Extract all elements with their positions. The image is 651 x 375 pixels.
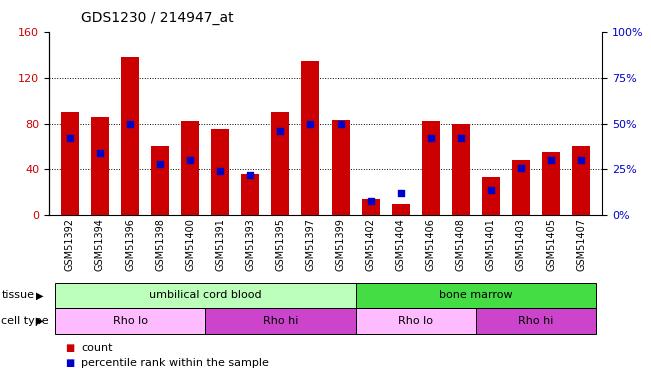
Text: umbilical cord blood: umbilical cord blood <box>149 291 262 300</box>
Bar <box>355 283 596 308</box>
Bar <box>482 177 500 215</box>
Bar <box>181 121 199 215</box>
Text: Rho lo: Rho lo <box>398 316 433 326</box>
Bar <box>422 121 440 215</box>
Point <box>426 135 436 141</box>
Bar <box>361 199 380 215</box>
Text: GDS1230 / 214947_at: GDS1230 / 214947_at <box>81 11 234 25</box>
Text: percentile rank within the sample: percentile rank within the sample <box>81 358 270 368</box>
Bar <box>301 60 320 215</box>
Bar <box>211 129 229 215</box>
Text: ■: ■ <box>65 343 74 352</box>
Text: Rho hi: Rho hi <box>263 316 298 326</box>
Point <box>456 135 466 141</box>
Point <box>155 161 165 167</box>
Text: ■: ■ <box>65 358 74 368</box>
Text: cell type: cell type <box>1 316 49 326</box>
Text: Rho lo: Rho lo <box>113 316 148 326</box>
Point <box>516 165 526 171</box>
Point <box>365 198 376 204</box>
Text: ▶: ▶ <box>36 291 44 300</box>
Bar <box>205 308 355 334</box>
Bar <box>476 308 596 334</box>
Bar <box>452 124 470 215</box>
Point <box>305 121 316 127</box>
Point <box>125 121 135 127</box>
Text: count: count <box>81 343 113 352</box>
Bar <box>55 308 205 334</box>
Point <box>395 190 406 196</box>
Bar <box>355 308 476 334</box>
Bar <box>572 147 590 215</box>
Bar <box>242 174 259 215</box>
Bar <box>331 120 350 215</box>
Bar <box>271 112 290 215</box>
Bar <box>542 152 560 215</box>
Point <box>486 187 496 193</box>
Bar <box>151 147 169 215</box>
Point <box>546 157 556 163</box>
Bar <box>392 204 409 215</box>
Bar <box>512 160 530 215</box>
Point <box>576 157 587 163</box>
Bar <box>121 57 139 215</box>
Point <box>215 168 225 174</box>
Bar <box>91 117 109 215</box>
Bar <box>55 283 355 308</box>
Point <box>275 128 286 134</box>
Text: tissue: tissue <box>1 291 35 300</box>
Text: bone marrow: bone marrow <box>439 291 513 300</box>
Point <box>335 121 346 127</box>
Point <box>245 172 256 178</box>
Bar <box>61 112 79 215</box>
Point <box>95 150 105 156</box>
Text: ▶: ▶ <box>36 316 44 326</box>
Text: Rho hi: Rho hi <box>518 316 554 326</box>
Point <box>185 157 195 163</box>
Point <box>64 135 75 141</box>
